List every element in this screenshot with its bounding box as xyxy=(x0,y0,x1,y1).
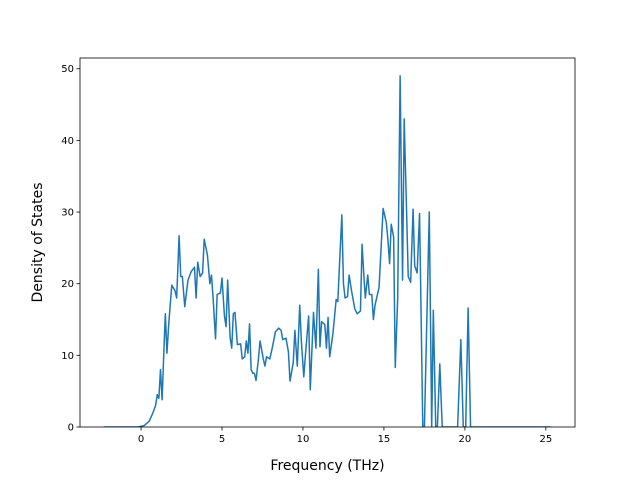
x-tick-label: 10 xyxy=(297,434,310,445)
y-tick-label: 10 xyxy=(61,351,74,362)
y-tick-label: 20 xyxy=(61,279,74,290)
x-tick-label: 20 xyxy=(459,434,472,445)
x-tick-label: 0 xyxy=(138,434,144,445)
y-axis-label: Density of States xyxy=(30,183,46,303)
x-tick-label: 15 xyxy=(378,434,391,445)
y-tick-label: 50 xyxy=(61,64,74,75)
y-tick-label: 0 xyxy=(68,423,74,434)
x-axis-label: Frequency (THz) xyxy=(270,458,384,474)
y-tick-label: 40 xyxy=(61,136,74,147)
x-tick-label: 25 xyxy=(539,434,552,445)
y-tick-label: 30 xyxy=(61,208,74,219)
plot-frame xyxy=(79,57,576,428)
x-tick-label: 5 xyxy=(219,434,225,445)
data-line xyxy=(103,75,551,427)
